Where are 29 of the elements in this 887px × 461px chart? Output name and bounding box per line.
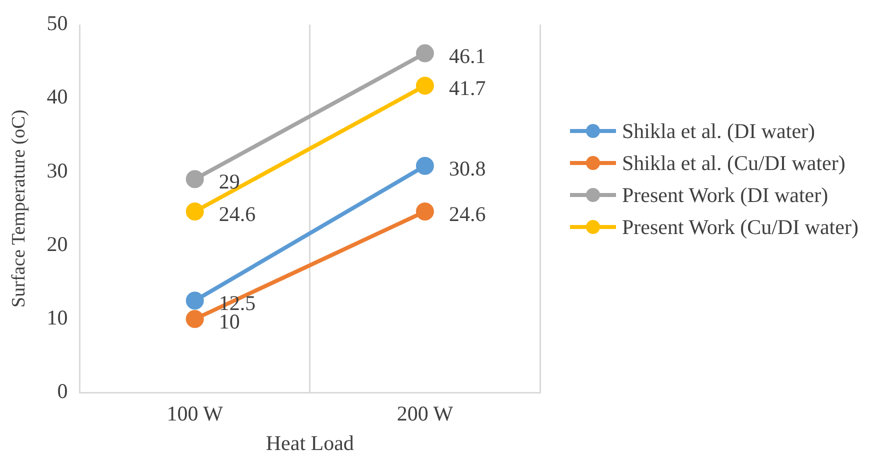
y-tick-label: 0	[57, 379, 68, 404]
legend-label: Shikla et al. (DI water)	[622, 118, 816, 144]
data-label: 46.1	[448, 44, 486, 68]
y-tick-label: 10	[46, 306, 68, 330]
x-axis-title: Heat Load	[266, 430, 354, 455]
legend-label: Present Work (DI water)	[622, 182, 828, 208]
point	[186, 310, 204, 328]
point	[416, 156, 434, 175]
x-tick-label: 100 W	[166, 402, 224, 426]
data-label: 30.8	[448, 156, 486, 180]
data-label: 24.6	[218, 202, 256, 226]
point	[186, 170, 204, 188]
point	[416, 202, 434, 221]
legend-label: Present Work (Cu/DI water)	[622, 214, 858, 240]
point	[416, 44, 434, 62]
legend-label: Shikla et al. (Cu/DI water)	[622, 150, 846, 176]
data-label: 10	[218, 310, 240, 334]
y-tick-label: 20	[46, 232, 68, 256]
x-tick-label: 200 W	[396, 402, 454, 426]
data-label: 24.6	[448, 202, 486, 226]
y-tick-label: 50	[46, 11, 68, 36]
point	[416, 76, 434, 95]
point	[186, 202, 204, 221]
y-axis-title: Surface Temperature (oC)	[8, 110, 30, 308]
point	[186, 292, 204, 310]
data-label: 41.7	[448, 76, 486, 100]
y-tick-label: 30	[46, 158, 68, 182]
y-tick-label: 40	[46, 84, 68, 109]
data-label: 29	[218, 170, 240, 194]
